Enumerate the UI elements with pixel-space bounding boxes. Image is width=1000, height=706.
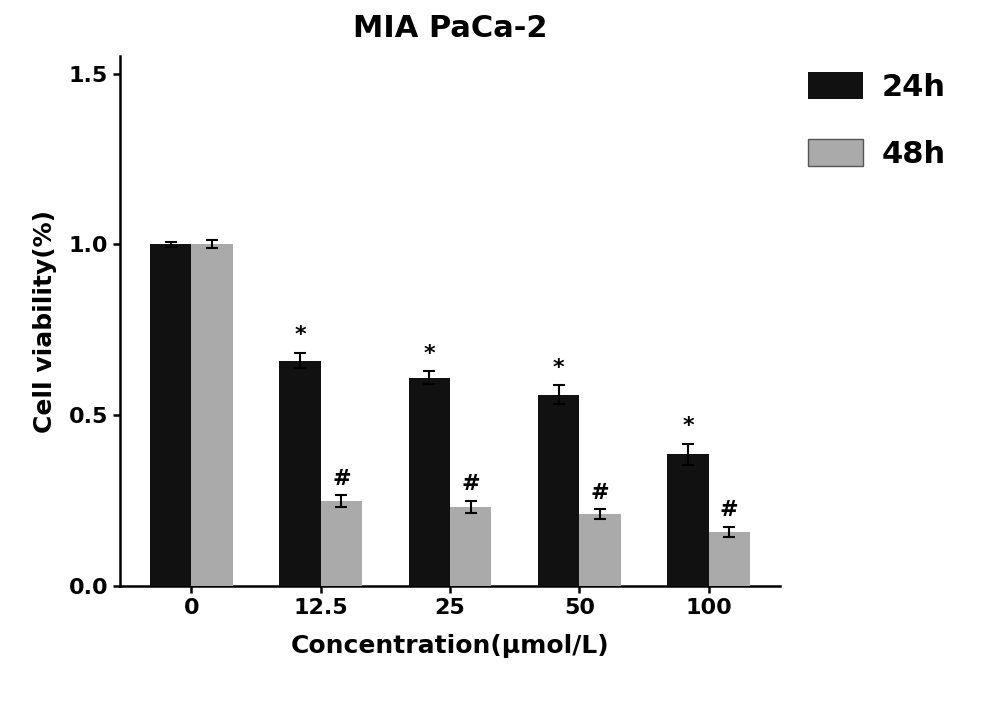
Bar bbox=[667, 455, 709, 586]
Text: *: * bbox=[682, 416, 694, 436]
X-axis label: Concentration(μmol/L): Concentration(μmol/L) bbox=[291, 635, 609, 659]
Bar bbox=[150, 244, 191, 586]
Text: *: * bbox=[423, 344, 435, 364]
Text: #: # bbox=[461, 474, 480, 494]
Bar bbox=[279, 361, 321, 586]
Text: *: * bbox=[553, 358, 564, 378]
Y-axis label: Cell viability(%): Cell viability(%) bbox=[33, 210, 57, 433]
Text: #: # bbox=[720, 501, 739, 520]
Bar bbox=[709, 532, 750, 586]
Text: *: * bbox=[294, 325, 306, 345]
Title: MIA PaCa-2: MIA PaCa-2 bbox=[353, 14, 547, 43]
Bar bbox=[409, 378, 450, 586]
Legend: 24h, 48h: 24h, 48h bbox=[808, 72, 946, 169]
Bar bbox=[579, 514, 621, 586]
Text: #: # bbox=[332, 469, 351, 489]
Bar bbox=[191, 244, 233, 586]
Bar bbox=[538, 395, 579, 586]
Bar bbox=[450, 507, 491, 586]
Text: #: # bbox=[591, 483, 609, 503]
Bar bbox=[321, 501, 362, 586]
